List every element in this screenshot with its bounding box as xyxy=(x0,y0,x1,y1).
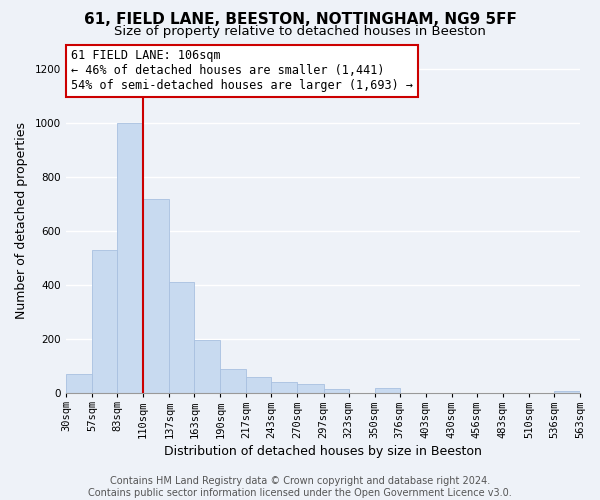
Bar xyxy=(247,378,271,393)
Bar xyxy=(117,123,143,393)
Bar xyxy=(374,388,400,393)
Text: 61, FIELD LANE, BEESTON, NOTTINGHAM, NG9 5FF: 61, FIELD LANE, BEESTON, NOTTINGHAM, NG9… xyxy=(83,12,517,28)
X-axis label: Distribution of detached houses by size in Beeston: Distribution of detached houses by size … xyxy=(164,444,482,458)
Bar xyxy=(271,382,298,393)
Bar xyxy=(169,282,194,393)
Y-axis label: Number of detached properties: Number of detached properties xyxy=(15,122,28,319)
Bar xyxy=(220,369,247,393)
Bar xyxy=(323,389,349,393)
Bar xyxy=(554,391,580,393)
Bar xyxy=(143,198,169,393)
Bar xyxy=(194,340,220,393)
Text: 61 FIELD LANE: 106sqm
← 46% of detached houses are smaller (1,441)
54% of semi-d: 61 FIELD LANE: 106sqm ← 46% of detached … xyxy=(71,49,413,92)
Bar xyxy=(92,250,117,393)
Bar xyxy=(66,374,92,393)
Bar xyxy=(298,384,323,393)
Text: Contains HM Land Registry data © Crown copyright and database right 2024.
Contai: Contains HM Land Registry data © Crown c… xyxy=(88,476,512,498)
Text: Size of property relative to detached houses in Beeston: Size of property relative to detached ho… xyxy=(114,25,486,38)
